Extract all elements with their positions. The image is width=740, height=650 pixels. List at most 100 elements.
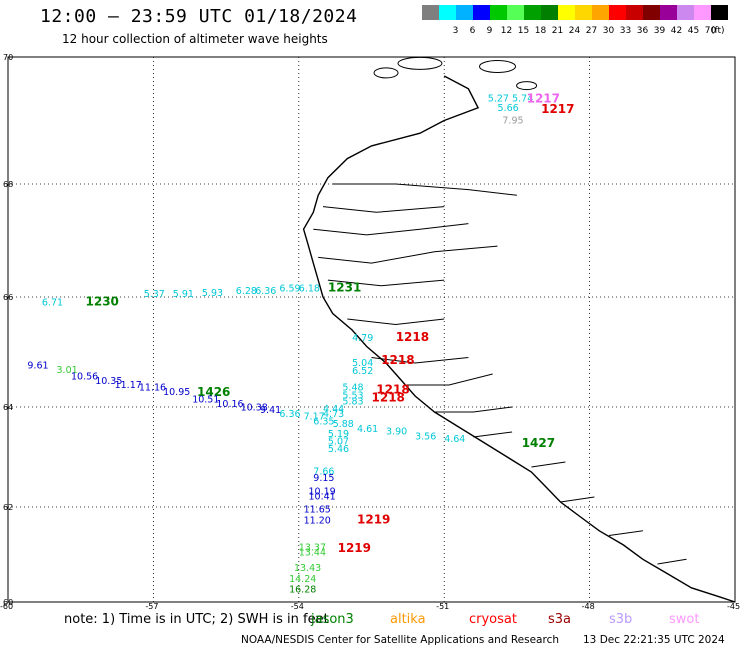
island-outline [397, 56, 443, 70]
pass-time-label: 1427 [522, 436, 555, 450]
wave-height-label: 6.71 [42, 297, 63, 308]
colorbar-label: 24 [568, 26, 581, 36]
pass-time-label: 1231 [328, 280, 361, 294]
wave-height-label: 10.19 [309, 487, 336, 498]
colorbar-label: 70 [704, 26, 717, 36]
fjord-line [608, 530, 643, 536]
wave-height-label: 4.64 [444, 434, 465, 445]
pass-time-label: 1219 [338, 541, 371, 555]
map-note: note: 1) Time is in UTC; 2) SWH is in fe… [64, 612, 329, 627]
colorbar-unit: (ft) [711, 26, 725, 36]
colorbar-swatch [575, 5, 592, 20]
colorbar-swatch [660, 5, 677, 20]
wave-height-label: 5.66 [498, 103, 519, 114]
pass-time-label: 1426 [197, 385, 230, 399]
colorbar-label: 21 [551, 26, 564, 36]
longitude-label: -48 [582, 602, 595, 611]
fjord-line [347, 318, 445, 326]
latitude-label: 66 [3, 293, 13, 302]
wave-height-label: 10.35 [95, 376, 122, 387]
wave-height-label: 5.07 [328, 437, 349, 448]
colorbar-label: 30 [602, 26, 615, 36]
latitude-label: 60 [3, 598, 13, 607]
wave-height-label: 3.90 [386, 427, 407, 438]
wave-height-label: 10.56 [71, 372, 98, 383]
mission-s3b: s3b [609, 612, 633, 627]
wave-height-label: 5.74 [512, 94, 533, 105]
latitude-label: 70 [3, 53, 13, 62]
chart-subtitle: 12 hour collection of altimeter wave hei… [62, 32, 328, 46]
wave-height-label: 4.79 [352, 333, 373, 344]
colorbar-swatch [558, 5, 575, 20]
wave-height-label: 3.56 [415, 432, 436, 443]
colorbar-label: 15 [517, 26, 530, 36]
wave-height-label: 11.16 [139, 383, 166, 394]
wave-height-label: 6.59 [279, 283, 300, 294]
wave-height-label: 5.48 [342, 383, 363, 394]
graticule [8, 57, 735, 602]
wave-height-label: 11.17 [115, 380, 142, 391]
colorbar-swatch [609, 5, 626, 20]
map-axis-labels: 70 68 66 64 62 60-60 -57 -54 -51 -48 -45 [0, 53, 740, 611]
wave-height-label: 10.95 [163, 387, 190, 398]
colorbar-label: 36 [636, 26, 649, 36]
colorbar-label: 3 [452, 26, 459, 36]
greenland-coastline [302, 56, 736, 603]
colorbar-swatch [677, 5, 694, 20]
map-frame [7, 56, 736, 603]
longitude-label: -51 [436, 602, 449, 611]
wave-height-label: 4.61 [357, 424, 378, 435]
fjord-line [332, 183, 517, 196]
longitude-label: -45 [727, 602, 740, 611]
wave-height-label: 9.41 [260, 405, 281, 416]
colorbar-label: 33 [619, 26, 632, 36]
latitude-label: 64 [3, 403, 13, 412]
colorbar-swatch [422, 5, 439, 20]
colorbar-swatch [711, 5, 728, 20]
colorbar-label: 42 [670, 26, 683, 36]
wave-height-label: 5.93 [202, 288, 223, 299]
wave-height-label: 5.53 [342, 391, 363, 402]
colorbar-swatch [524, 5, 541, 20]
fjord-line [473, 431, 513, 438]
chart-title: 12:00 – 23:59 UTC 01/18/2024 [40, 6, 358, 27]
pass-time-label: 1218 [396, 330, 429, 344]
colorbar-swatch [626, 5, 643, 20]
fjord-line [327, 279, 445, 287]
credit-line: NOAA/NESDIS Center for Satellite Applica… [241, 634, 559, 646]
wave-height-label: 6.35 [313, 417, 334, 428]
wave-height-label: 5.37 [144, 289, 165, 300]
wave-height-label: 6.18 [299, 283, 320, 294]
generated-timestamp: 13 Dec 22:21:35 UTC 2024 [583, 634, 725, 646]
pass-time-label: 1230 [86, 294, 119, 308]
wave-height-label: 6.28 [236, 286, 257, 297]
colorbar-swatch [643, 5, 660, 20]
wave-height-label: 7.66 [313, 467, 334, 478]
fjord-line [531, 461, 566, 468]
colorbar-swatch [592, 5, 609, 20]
island-outline [479, 60, 517, 74]
wave-height-label: 11.20 [304, 516, 331, 527]
fjord-line [657, 558, 687, 565]
fjord-line [560, 496, 595, 503]
pass-time-label: 1218 [381, 353, 414, 367]
colorbar-swatch [541, 5, 558, 20]
latitude-label: 68 [3, 180, 13, 189]
pass-time-label: 1219 [357, 513, 390, 527]
fjord-line [371, 357, 469, 364]
colorbar-swatch [694, 5, 711, 20]
wave-height-label: 6.36 [279, 409, 300, 420]
colorbar-label: 27 [585, 26, 598, 36]
wave-height-label: 5.91 [173, 289, 194, 300]
mission-swot: swot [669, 612, 700, 627]
fjord-line [322, 206, 445, 213]
wave-height-label: 4.73 [323, 409, 344, 420]
longitude-label: -54 [291, 602, 304, 611]
wave-height-label: 16.28 [289, 585, 316, 596]
colorbar-label: 18 [534, 26, 547, 36]
fjord-line [434, 406, 513, 413]
pass-time-label: 1217 [527, 92, 560, 106]
colorbar-label: 9 [486, 26, 493, 36]
wave-height-label: 10.51 [192, 395, 219, 406]
